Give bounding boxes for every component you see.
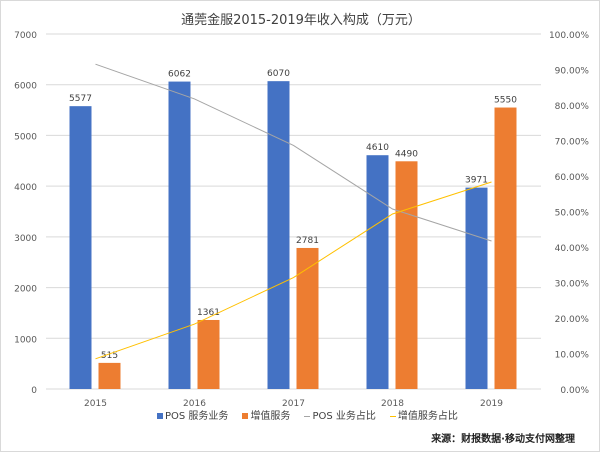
legend-item-value-added-share: 增值服务占比 <box>389 407 458 422</box>
x-tick-label: 2017 <box>282 399 305 409</box>
y2-tick-label: 10.00% <box>555 351 590 361</box>
y-tick-label: 0 <box>31 386 37 396</box>
bar-data-label: 5550 <box>494 96 517 106</box>
y2-tick-label: 20.00% <box>555 315 590 325</box>
bar-data-label: 515 <box>101 351 118 361</box>
y-tick-label: 6000 <box>14 82 37 92</box>
bar-data-label: 4610 <box>366 143 389 153</box>
bar-data-label: 2781 <box>296 236 319 246</box>
bar-data-label: 5577 <box>69 94 92 104</box>
bar-value-added <box>296 247 319 389</box>
y-tick-label: 5000 <box>14 132 37 142</box>
bar-data-label: 4490 <box>395 149 418 159</box>
bar-value-added <box>98 362 121 389</box>
legend-item-pos: POS 服务业务 <box>157 407 228 422</box>
y-tick-label: 7000 <box>14 31 37 41</box>
x-tick-label: 2016 <box>183 399 206 409</box>
x-tick-label: 2019 <box>480 399 503 409</box>
line-value-added-share <box>95 181 492 360</box>
bar-value-added <box>395 161 418 389</box>
bar-data-label: 6070 <box>267 69 290 79</box>
y-tick-label: 4000 <box>14 183 37 193</box>
legend-item-pos-share: POS 业务占比 <box>304 407 376 422</box>
y2-tick-label: 0.00% <box>560 386 589 396</box>
bar-pos <box>69 106 92 389</box>
y2-tick-label: 30.00% <box>555 280 590 290</box>
y2-tick-label: 40.00% <box>555 244 590 254</box>
bar-value-added <box>494 107 517 390</box>
source-note: 来源：财报数据·移动支付网整理 <box>431 434 575 445</box>
y2-tick-label: 70.00% <box>555 138 590 148</box>
bar-pos <box>366 155 389 389</box>
bar-data-label: 6062 <box>168 70 191 80</box>
y-tick-label: 2000 <box>14 285 37 295</box>
bar-value-added <box>197 319 220 389</box>
legend-item-value-added: 增值服务 <box>242 407 290 422</box>
y2-tick-label: 100.00% <box>549 31 589 41</box>
y2-tick-label: 60.00% <box>555 173 590 183</box>
y-tick-label: 1000 <box>14 335 37 345</box>
bar-data-label: 1361 <box>197 308 220 318</box>
y2-tick-label: 50.00% <box>555 209 590 219</box>
line-pos-share <box>95 63 492 242</box>
bar-pos <box>168 81 191 389</box>
bar-pos <box>465 187 488 389</box>
bar-pos <box>267 81 290 390</box>
legend: POS 服务业务 增值服务 POS 业务占比 增值服务占比 <box>157 407 458 422</box>
x-tick-label: 2015 <box>84 399 107 409</box>
y-tick-label: 3000 <box>14 234 37 244</box>
bar-data-label: 3971 <box>465 176 488 186</box>
y2-tick-label: 80.00% <box>555 102 590 112</box>
chart-title: 通莞金服2015-2019年收入构成（万元） <box>181 13 421 28</box>
y2-tick-label: 90.00% <box>555 67 590 77</box>
x-tick-label: 2018 <box>381 399 404 409</box>
